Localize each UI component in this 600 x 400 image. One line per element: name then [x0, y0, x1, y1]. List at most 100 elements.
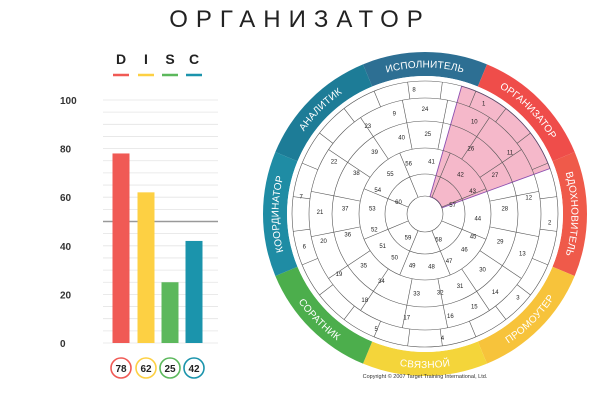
wheel-cell-number: 46	[461, 247, 468, 253]
wheel-radial	[407, 328, 411, 346]
disc-bar-d	[112, 153, 130, 343]
wheel-radial	[442, 305, 448, 328]
bar-y-tick-label: 60	[60, 193, 72, 204]
disc-value-badge	[110, 357, 132, 379]
wheel-cell-number: 60	[395, 200, 402, 206]
wheel-radial	[407, 82, 411, 100]
wheel-cell-number: 52	[371, 227, 378, 233]
wheel-radial	[441, 220, 463, 230]
wheel-cell-number: 43	[469, 189, 476, 195]
wheel-cell-number: 26	[468, 146, 475, 152]
bar-y-tick-label: 80	[60, 145, 72, 156]
wheel-cell-number: 36	[344, 233, 351, 239]
wheel-radial	[399, 250, 410, 276]
wheel-cell-number: 19	[336, 272, 343, 278]
wheel-cell-number: 17	[403, 315, 410, 321]
wheel-cell-number: 24	[422, 107, 429, 113]
disc-value-label: 78	[115, 364, 127, 375]
wheel-radial	[461, 188, 487, 199]
wheel-radial	[373, 321, 381, 337]
wheel-cell-number: 35	[360, 263, 367, 269]
wheel-radial	[495, 108, 507, 123]
wheel-radial	[360, 117, 374, 137]
disc-value-badge	[183, 357, 205, 379]
wheel-cell-number: 33	[413, 292, 420, 298]
wheel-cell-number: 49	[409, 263, 416, 269]
wheel-radial	[406, 278, 413, 306]
wheel-radial	[406, 122, 413, 150]
wheel-radial	[479, 162, 503, 178]
wheel-segment-0	[363, 52, 487, 87]
wheel-radial	[495, 305, 507, 320]
wheel-cell-number: 53	[369, 206, 376, 212]
wheel-radial	[363, 229, 389, 240]
wheel-grid	[291, 80, 559, 348]
wheel-radial	[516, 284, 531, 296]
copyright-text: Copyright © 2007 Target Training Interna…	[363, 373, 488, 380]
wheel-cell-number: 25	[424, 132, 431, 138]
wheel-segment-3	[477, 266, 575, 364]
wheel-radial	[319, 132, 334, 144]
wheel-radial	[319, 284, 334, 296]
wheel-radial	[476, 291, 490, 311]
wheel-radial	[461, 268, 477, 292]
wheel-cell-number: 59	[405, 235, 412, 241]
bar-y-tick-label: 100	[60, 96, 77, 107]
wheel-ring	[384, 173, 466, 255]
wheel-cell-number: 30	[479, 268, 486, 274]
page-title: ОРГАНИЗАТОР	[169, 6, 431, 33]
wheel-cell-number: 45	[470, 234, 477, 240]
wheel-cell-number: 15	[471, 305, 478, 311]
wheel-cell-number: 2	[548, 221, 552, 227]
wheel-cell-number: 55	[387, 172, 394, 178]
wheel-radial	[343, 108, 355, 123]
wheel-cell-number: 22	[331, 160, 338, 166]
wheel-radial	[440, 152, 451, 178]
wheel-cell-number: 20	[320, 239, 327, 245]
disc-bar-c	[185, 240, 203, 343]
wheel-segment-7	[275, 64, 373, 162]
wheel-cell-number: 39	[371, 150, 378, 156]
wheel-radial	[409, 176, 419, 198]
wheel-radial	[476, 117, 490, 137]
wheel-cell-number: 37	[342, 206, 349, 212]
wheel-ring	[291, 80, 559, 348]
wheel-radial	[439, 82, 443, 100]
wheel-cell-number: 41	[428, 159, 435, 165]
wheel-radial	[311, 231, 334, 237]
wheel-segment-5	[275, 266, 373, 364]
wheel-cell-number: 9	[393, 112, 397, 118]
wheel-cell-number: 16	[447, 314, 454, 320]
wheel-cell-number: 12	[525, 196, 532, 202]
wheel-cell-number: 8	[412, 87, 416, 93]
wheel-radial	[479, 250, 503, 266]
wheel-radial	[516, 132, 531, 144]
wheel-cell-number: 3	[516, 296, 520, 302]
wheel-cell-number: 6	[303, 244, 307, 250]
disc-value-label: 62	[140, 364, 152, 375]
wheel-radial	[302, 258, 318, 266]
wheel-cell-number: 42	[457, 173, 464, 179]
wheel-radial	[489, 226, 517, 233]
wheel-cell-number: 34	[378, 279, 385, 285]
wheel-cell-number: 31	[457, 284, 464, 290]
wheel-radial	[311, 191, 334, 197]
wheel-radial	[360, 291, 374, 311]
wheel-role-label: ИСПОЛНИТЕЛЬ	[385, 59, 466, 75]
wheel-cell-number: 18	[361, 298, 368, 304]
wheel-role-label: КООРДИНАТОР	[270, 174, 286, 253]
wheel-cell-number: 32	[437, 291, 444, 297]
wheel-radial	[437, 122, 444, 150]
bar-y-tick-label: 20	[60, 290, 72, 301]
disc-bar-i	[137, 192, 155, 343]
wheel-cell-number: 10	[471, 119, 478, 125]
wheel-ring	[406, 195, 444, 233]
wheel-cell-number: 21	[317, 210, 324, 216]
wheel-radial	[532, 162, 548, 170]
wheel-radial	[343, 305, 355, 320]
wheel-radial	[402, 305, 408, 328]
disc-value-badge	[135, 357, 157, 379]
wheel-cell-number: 1	[482, 102, 486, 108]
